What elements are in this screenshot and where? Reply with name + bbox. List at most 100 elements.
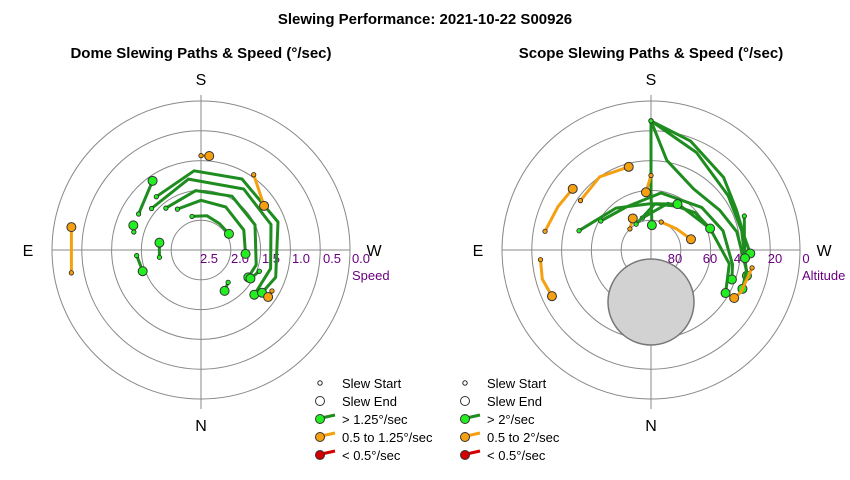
direction-label-e: E — [23, 243, 34, 260]
slew-start-marker — [269, 288, 275, 294]
slew-start-marker — [163, 205, 169, 211]
direction-label-e: E — [473, 243, 484, 260]
radial-tick-label: 80 — [668, 251, 682, 266]
slew-end-marker — [66, 222, 77, 233]
slew-end-marker — [263, 292, 274, 303]
slew-start-marker — [576, 228, 582, 234]
direction-label-s: S — [646, 72, 657, 89]
slew-end-marker — [685, 234, 696, 245]
slew-end-marker — [672, 199, 683, 210]
slew-start-marker — [542, 228, 548, 234]
slew-end-marker — [245, 273, 256, 284]
legend-marker-symbol — [460, 432, 470, 442]
slew-end-marker — [640, 187, 651, 198]
slew-end-marker — [223, 228, 234, 239]
legend-label: Slew End — [487, 394, 542, 409]
slew-start-marker — [749, 265, 755, 271]
slew-start-marker — [198, 153, 204, 159]
legend-marker-symbol — [315, 432, 325, 442]
legend-start-symbol — [462, 380, 468, 386]
slew-end-marker — [623, 161, 634, 172]
slew-end-marker — [147, 175, 158, 186]
slew-end-marker — [627, 213, 638, 224]
radial-tick-label: 60 — [703, 251, 717, 266]
slew-start-marker — [256, 268, 262, 274]
legend-start-symbol — [317, 380, 323, 386]
radial-tick-label: 20 — [768, 251, 782, 266]
scope-panel: Scope Slewing Paths & Speed (°/sec) S N E W 8… — [460, 45, 845, 463]
radial-tick-label: 0 — [802, 251, 809, 266]
slew-start-marker — [156, 254, 163, 260]
slew-start-marker — [136, 211, 142, 217]
radial-tick-label: 2.5 — [200, 251, 218, 266]
direction-label-s: S — [196, 72, 207, 89]
legend-marker-symbol — [460, 450, 470, 460]
legend-label: < 0.5°/sec — [342, 448, 401, 463]
radial-tick-label: 0.5 — [323, 251, 341, 266]
legend-label: > 2°/sec — [487, 412, 535, 427]
slew-start-marker — [537, 257, 544, 263]
direction-label-w: W — [366, 243, 382, 260]
panel-title: Scope Slewing Paths & Speed (°/sec) — [519, 45, 783, 62]
legend-label: > 1.25°/sec — [342, 412, 408, 427]
direction-label-n: N — [645, 418, 657, 435]
slew-path — [742, 214, 747, 260]
legend-label: 0.5 to 1.25°/sec — [342, 430, 433, 445]
slew-path — [543, 187, 575, 233]
exclusion-zone — [607, 258, 695, 346]
slew-end-marker — [705, 223, 716, 234]
slew-start-marker — [189, 213, 195, 220]
direction-label-n: N — [195, 418, 207, 435]
radial-tick-label: 1.0 — [292, 251, 310, 266]
slew-start-marker — [648, 172, 654, 179]
slew-start-marker — [68, 270, 74, 276]
radial-axis-label: Speed — [352, 268, 390, 283]
slew-end-marker — [128, 220, 139, 231]
legend-label: Slew Start — [487, 376, 547, 391]
slew-path — [649, 119, 752, 255]
slew-end-marker — [204, 150, 215, 161]
slew-end-marker — [219, 285, 230, 296]
slew-start-marker — [131, 229, 137, 235]
panel-title: Dome Slewing Paths & Speed (°/sec) — [70, 45, 331, 62]
slew-path — [579, 165, 631, 203]
slew-end-marker — [546, 291, 557, 302]
slew-end-marker — [740, 253, 751, 264]
radial-axis-label: Altitude — [802, 268, 845, 283]
slew-end-marker — [137, 266, 148, 277]
slew-start-marker — [648, 118, 654, 124]
slew-start-marker — [134, 253, 140, 259]
slew-path — [190, 214, 231, 236]
legend-label: Slew End — [342, 394, 397, 409]
slew-start-marker — [153, 194, 159, 200]
slew-path — [137, 179, 155, 216]
slew-end-marker — [240, 248, 251, 259]
slew-path — [634, 202, 679, 226]
legend-marker-symbol — [315, 450, 325, 460]
slew-start-marker — [577, 198, 584, 204]
slew-path — [252, 173, 266, 208]
direction-label-w: W — [816, 243, 832, 260]
slew-end-marker — [259, 200, 270, 211]
figure-title: Slewing Performance: 2021-10-22 S00926 — [278, 11, 572, 28]
dome-panel: Dome Slewing Paths & Speed (°/sec) S N E W 2.… — [23, 45, 433, 463]
slew-start-marker — [627, 226, 633, 232]
legend-end-symbol — [460, 396, 470, 406]
slew-end-marker — [646, 220, 657, 231]
legend: Slew Start Slew End > 1.25°/sec 0.5 to 1.25… — [315, 376, 433, 463]
legend-end-symbol — [315, 396, 325, 406]
slew-start-marker — [658, 219, 664, 225]
slew-path — [659, 220, 693, 241]
slew-start-marker — [741, 213, 747, 219]
legend-marker-symbol — [315, 414, 325, 424]
legend-label: < 0.5°/sec — [487, 448, 546, 463]
legend-label: Slew Start — [342, 376, 402, 391]
slew-start-marker — [148, 205, 155, 212]
legend-marker-symbol — [460, 414, 470, 424]
slew-start-marker — [251, 172, 257, 178]
slew-path — [539, 258, 554, 298]
slew-path — [649, 119, 748, 291]
slew-path — [150, 177, 273, 297]
slew-path — [164, 189, 258, 279]
